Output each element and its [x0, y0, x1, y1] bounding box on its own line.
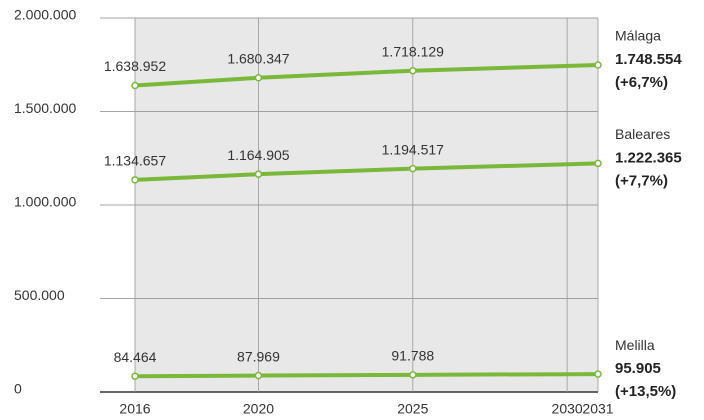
- value-label: 87.969: [237, 348, 280, 364]
- point: [594, 61, 602, 69]
- value-label: 1.680.347: [227, 50, 289, 66]
- point: [254, 170, 263, 178]
- point: [131, 81, 139, 90]
- y-tick-label: 0: [14, 381, 22, 397]
- value-label: 1.134.657: [104, 153, 166, 169]
- point: [594, 159, 602, 168]
- end-value-label: 1.222.365: [615, 149, 682, 166]
- y-tick-label: 1.500.000: [14, 100, 76, 116]
- y-tick-label: 1.000.000: [14, 194, 76, 210]
- x-tick-label: 2031: [582, 401, 613, 417]
- series-name: Melilla: [615, 337, 655, 353]
- x-tick-label: 2030: [552, 401, 583, 417]
- x-tick-label: 2025: [397, 401, 428, 417]
- series-line: [134, 372, 599, 379]
- point: [409, 66, 417, 75]
- value-label: 91.788: [391, 348, 434, 364]
- change-label: (+6,7%): [615, 74, 668, 91]
- point: [594, 370, 602, 378]
- x-tick-label: 2016: [119, 401, 150, 417]
- value-label: 1.194.517: [382, 141, 444, 157]
- series-line: [134, 161, 599, 182]
- x-tick-label: 2020: [243, 401, 274, 417]
- point: [254, 371, 263, 380]
- series-name: Málaga: [615, 28, 661, 44]
- point: [131, 372, 139, 380]
- value-label: 1.638.952: [104, 58, 166, 74]
- value-label: 1.164.905: [227, 147, 289, 163]
- value-label: 1.718.129: [382, 43, 444, 59]
- point: [409, 371, 417, 379]
- end-value-label: 95.905: [615, 360, 661, 377]
- y-tick-label: 2.000.000: [14, 7, 76, 23]
- series-line: [134, 63, 599, 88]
- point: [254, 74, 263, 82]
- y-tick-label: 500.000: [14, 287, 65, 303]
- value-label: 84.464: [114, 349, 157, 365]
- end-value-label: 1.748.554: [615, 51, 682, 68]
- point: [409, 164, 417, 173]
- series-name: Baleares: [615, 126, 670, 142]
- point: [131, 176, 139, 184]
- change-label: (+7,7%): [615, 172, 668, 189]
- change-label: (+13,5%): [615, 383, 676, 400]
